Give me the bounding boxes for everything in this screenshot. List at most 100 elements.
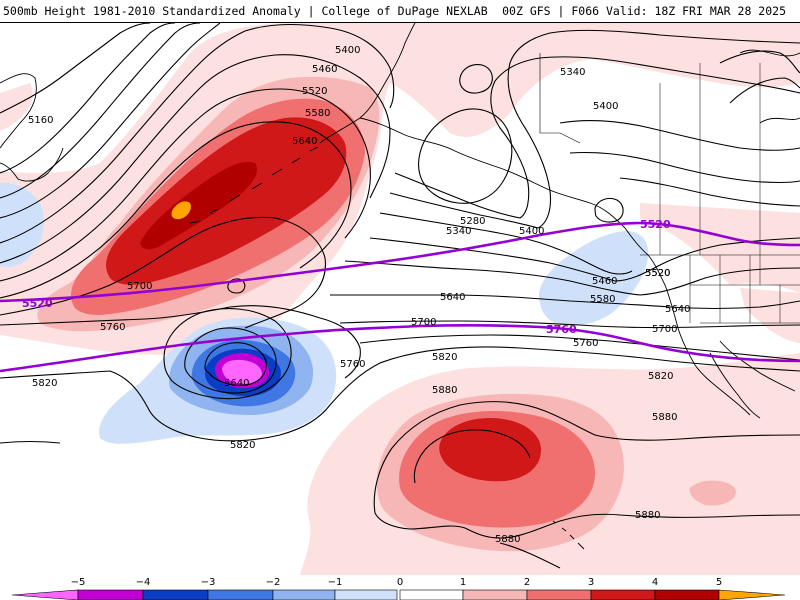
legend-tick: 5 [716, 577, 722, 588]
contour-5580-east [344, 260, 800, 296]
climo-5520-line [0, 221, 800, 303]
climo-label: 5760 [546, 323, 577, 336]
contour-label: 5520 [645, 268, 670, 279]
coastlines [0, 23, 800, 550]
legend-swatch-pos-2 [526, 589, 592, 600]
baja-coastline [709, 340, 796, 419]
climo-5760-line [0, 324, 800, 373]
legend-bar [11, 589, 786, 600]
contour-5520 [0, 54, 391, 264]
legend-tick: −5 [71, 577, 86, 588]
contour-label: 5760 [340, 359, 365, 370]
contour-closed-small [227, 278, 246, 294]
contour-label: 5760 [100, 322, 125, 333]
contour-5880-south [374, 512, 800, 539]
alaska-canada-border [539, 53, 581, 144]
legend-ticks: −5 −4 −3 −2 −1 0 1 2 3 4 5 [71, 577, 723, 588]
contour-5820 [0, 346, 800, 442]
anomaly-pos-4-region [140, 161, 258, 250]
legend-swatch-pos-4 [654, 589, 720, 600]
contour-5760-east [359, 334, 800, 361]
anomaly-neg-0-region [538, 230, 649, 326]
contour-ne-canada-4 [719, 50, 800, 74]
contour-label: 5700 [652, 324, 677, 335]
contour-labels: 5400 5340 5460 5520 5580 5640 5160 5400 … [28, 45, 690, 545]
contour-label: 5460 [592, 276, 617, 287]
contour-5640-east [330, 294, 800, 310]
legend-swatch-neg-1 [272, 589, 336, 600]
contour-5700-east [339, 320, 800, 329]
contour-label: 5880 [432, 385, 457, 396]
contour-5340-east [394, 56, 800, 219]
contour-label: 5880 [635, 510, 660, 521]
contour-ne-canada-5 [729, 77, 800, 104]
map-header: 500mb Height 1981-2010 Standardized Anom… [0, 0, 800, 23]
contour-5760 [0, 305, 361, 379]
contour-label: 5520 [302, 86, 327, 97]
legend-swatch-neg-5 [11, 589, 79, 600]
contour-5580 [0, 88, 371, 282]
legend-tick: −1 [328, 577, 343, 588]
contour-5460 [0, 24, 395, 244]
anomaly-pos-0-region [740, 288, 800, 343]
legend-swatch-neg-4 [77, 589, 144, 600]
contour-label: 5700 [411, 317, 436, 328]
model-run-info: 00Z GFS | F066 Valid: 18Z FRI MAR 28 202… [502, 4, 786, 18]
contour-label: 5640 [440, 292, 465, 303]
color-scale-legend: −5 −4 −3 −2 −1 0 1 2 3 4 5 [0, 575, 800, 600]
climo-label: 5520 [22, 297, 53, 310]
contour-label: 5400 [593, 101, 618, 112]
aleutian-islands [189, 146, 319, 224]
legend-tick: −2 [266, 577, 281, 588]
contour-label: 5280 [460, 216, 485, 227]
contour-5880 [373, 401, 800, 514]
legend-swatch-neg-2 [207, 589, 274, 600]
contour-5160 [0, 23, 151, 114]
anomaly-pos-5-region [171, 201, 191, 220]
contour-label: 5640 [665, 304, 690, 315]
climo-label: 5520 [640, 218, 671, 231]
legend-tick: 3 [588, 577, 594, 588]
legend-tick: 0 [397, 577, 403, 588]
contour-label: 5400 [519, 226, 544, 237]
asia-coastline [0, 147, 64, 182]
anomaly-map[interactable]: 5400 5340 5460 5520 5580 5640 5160 5400 … [0, 23, 800, 575]
contour-label: 5580 [305, 108, 330, 119]
anomaly-fills [0, 23, 800, 575]
contour-label: 5760 [573, 338, 598, 349]
legend-tick: −4 [136, 577, 151, 588]
contour-label: 5340 [560, 67, 585, 78]
contour-label: 5880 [652, 412, 677, 423]
legend-swatch-neg-0 [334, 589, 398, 600]
legend-tick: −3 [201, 577, 216, 588]
contour-5460-east [379, 212, 633, 275]
anomaly-neg-0-region [0, 182, 45, 268]
contour-label: 5820 [648, 371, 673, 382]
anomaly-neg-5-region [222, 359, 262, 384]
contour-5820-sw [0, 440, 561, 569]
contour-5340 [0, 23, 201, 199]
contour-label: 5640 [224, 378, 249, 389]
contour-label: 5880 [495, 534, 520, 545]
contour-ne-canada-2 [569, 151, 800, 184]
anomaly-pos-0-region [0, 83, 33, 131]
hawaii-islands [552, 520, 585, 550]
alaska-coastline [319, 23, 626, 229]
contour-5400 [0, 23, 221, 219]
contour-label: 5460 [312, 64, 337, 75]
contour-label: 5820 [32, 378, 57, 389]
climatology-lines [0, 221, 800, 373]
legend-tick: 4 [652, 577, 658, 588]
height-contours [0, 23, 800, 569]
northern-canada-coastline [739, 49, 800, 124]
contour-5880-inner [413, 429, 531, 484]
contour-5700-low [184, 327, 277, 394]
contour-label: 5700 [127, 281, 152, 292]
contour-label: 5640 [292, 136, 317, 147]
map-title: 500mb Height 1981-2010 Standardized Anom… [3, 4, 488, 18]
map-canvas: 5400 5340 5460 5520 5580 5640 5160 5400 … [0, 23, 800, 575]
legend-swatch-pos-5 [718, 589, 786, 600]
contour-5640 [0, 121, 352, 299]
anomaly-pos-1-region [689, 480, 736, 506]
